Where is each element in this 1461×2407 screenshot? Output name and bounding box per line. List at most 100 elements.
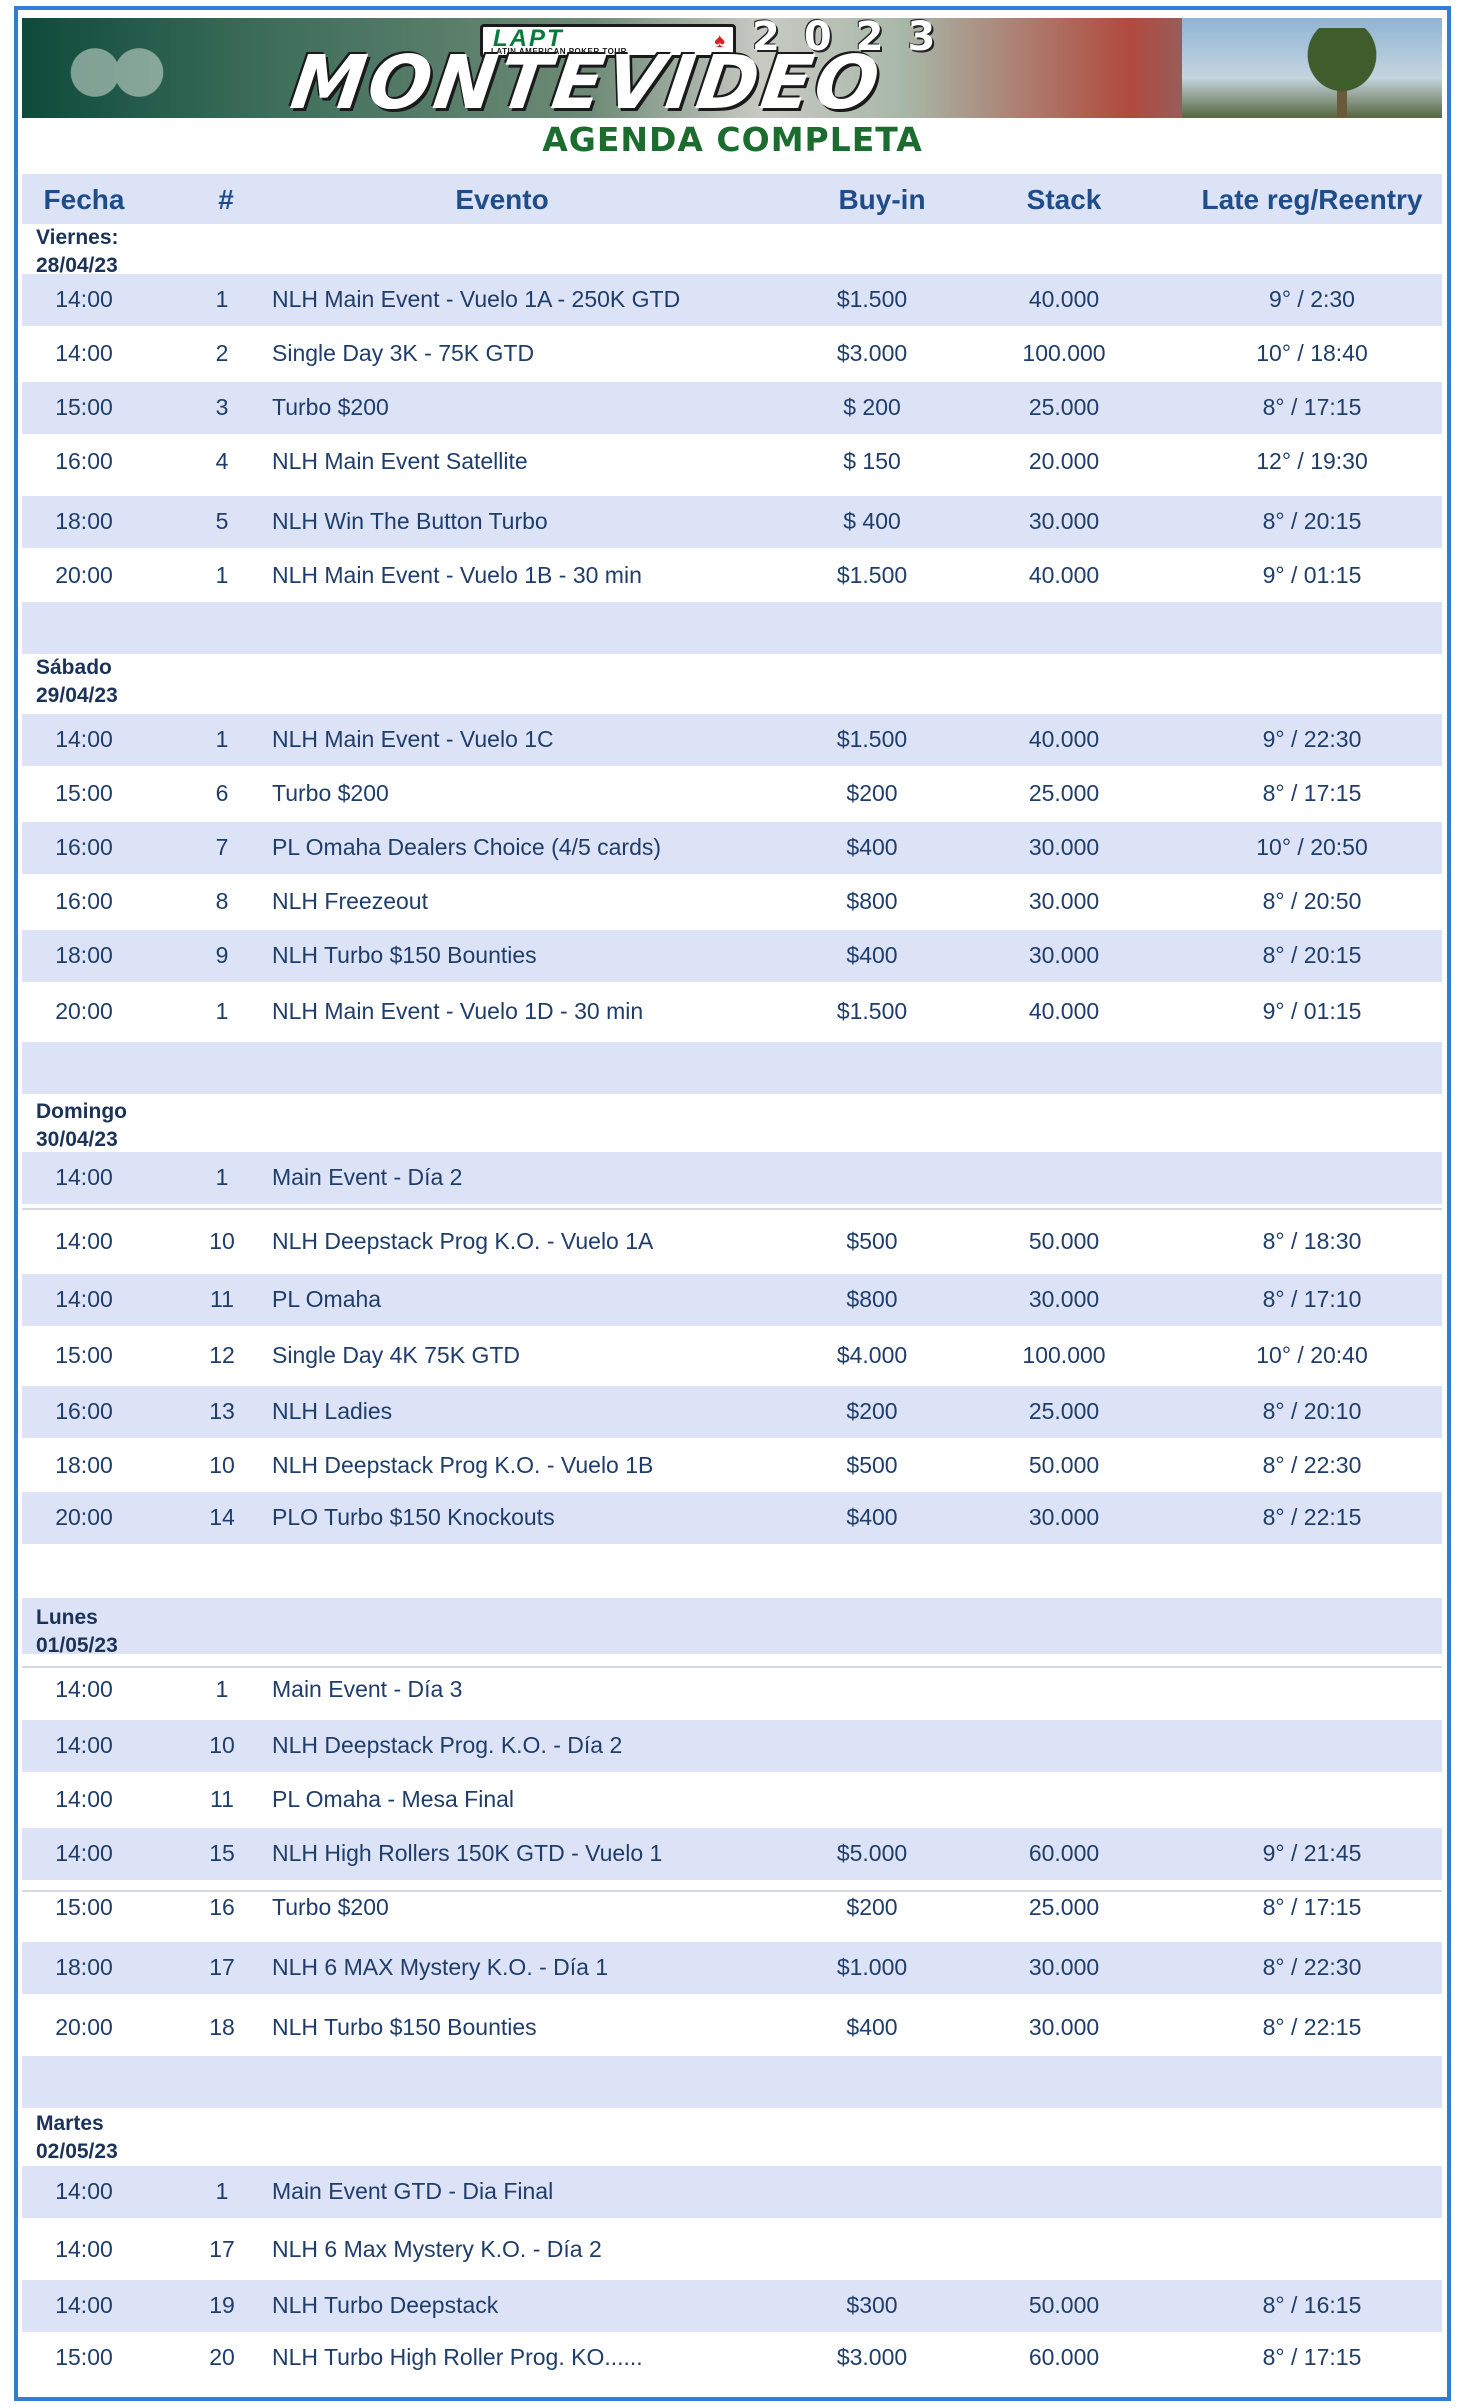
- cell-buyin: $500: [846, 1452, 898, 1478]
- cell-event: Main Event - Día 2: [272, 1164, 463, 1190]
- cell-stack: 40.000: [1028, 286, 1100, 312]
- cell-time: 14:00: [55, 726, 113, 752]
- cell-number: 10: [209, 1228, 235, 1254]
- spacer-band: [22, 1042, 1442, 1094]
- cell-number: 1: [215, 562, 229, 588]
- cell-number: 19: [209, 2292, 235, 2318]
- cell-time: 18:00: [55, 1452, 113, 1478]
- cell-buyin: $800: [846, 888, 898, 914]
- table-row: 14:00 1 NLH Main Event - Vuelo 1C $1.500 40.…: [22, 714, 1442, 766]
- table-row: 15:00 3 Turbo $200 $ 200 25.000 8° / 17:15: [22, 382, 1442, 434]
- divider: [22, 1890, 1442, 1892]
- cell-stack: 40.000: [1028, 726, 1100, 752]
- cell-buyin: $3.000: [836, 340, 908, 366]
- day-name: Lunes: [36, 1606, 98, 1629]
- cell-time: 14:00: [55, 1840, 113, 1866]
- cell-event: NLH Main Event - Vuelo 1B - 30 min: [272, 562, 642, 588]
- lapt-logo: LAPT LATIN AMERICAN POKER TOUR ♠: [480, 24, 736, 58]
- divider: [22, 1208, 1442, 1210]
- cell-number: 1: [215, 998, 229, 1024]
- schedule-page: LAPT LATIN AMERICAN POKER TOUR ♠ 2023 MO…: [14, 6, 1451, 2401]
- table-row: 16:00 4 NLH Main Event Satellite $ 150 20.00…: [22, 436, 1442, 488]
- palm-tree-icon: [1282, 28, 1402, 118]
- cell-time: 14:00: [55, 1286, 113, 1312]
- cell-event: Single Day 3K - 75K GTD: [272, 340, 535, 366]
- cell-buyin: $1.500: [836, 998, 908, 1024]
- cell-time: 14:00: [55, 2292, 113, 2318]
- cell-number: 7: [215, 834, 229, 860]
- cell-event: NLH Turbo $150 Bounties: [272, 2014, 537, 2040]
- cell-time: 14:00: [55, 1786, 113, 1812]
- cell-stack: 25.000: [1028, 1398, 1100, 1424]
- cell-late-reg: 12° / 19:30: [1256, 448, 1368, 474]
- cell-time: 15:00: [55, 780, 113, 806]
- cell-number: 1: [215, 1676, 229, 1702]
- banner-city: MONTEVIDEO: [285, 40, 888, 118]
- cell-number: 1: [215, 286, 229, 312]
- table-row: 18:00 9 NLH Turbo $150 Bounties $400 30.000 8…: [22, 930, 1442, 982]
- cell-buyin: $200: [846, 1894, 898, 1920]
- cell-buyin: $3.000: [836, 2344, 908, 2370]
- table-row: 14:00 2 Single Day 3K - 75K GTD $3.000 100.0…: [22, 328, 1442, 380]
- cell-number: 13: [209, 1398, 235, 1424]
- cell-buyin: $500: [846, 1228, 898, 1254]
- cell-event: PL Omaha: [272, 1286, 382, 1312]
- cell-buyin: $1.500: [836, 562, 908, 588]
- table-row: 15:00 6 Turbo $200 $200 25.000 8° / 17:15: [22, 768, 1442, 820]
- cell-stack: 25.000: [1028, 1894, 1100, 1920]
- day-date: 02/05/23: [36, 2140, 118, 2163]
- cell-late-reg: 8° / 22:15: [1262, 1504, 1362, 1530]
- table-row: 16:00 7 PL Omaha Dealers Choice (4/5 cards…: [22, 822, 1442, 874]
- table-row: 20:00 1 NLH Main Event - Vuelo 1B - 30 min…: [22, 550, 1442, 602]
- cell-number: 14: [209, 1504, 235, 1530]
- day-label: Viernes: 28/04/23: [36, 224, 119, 280]
- cell-stack: 50.000: [1028, 1452, 1100, 1478]
- cell-stack: 30.000: [1028, 1504, 1100, 1530]
- table-row: 20:00 18 NLH Turbo $150 Bounties $400 30.000…: [22, 2002, 1442, 2054]
- cell-late-reg: 10° / 18:40: [1256, 340, 1368, 366]
- table-row: 14:00 10 NLH Deepstack Prog. K.O. - Día 2: [22, 1720, 1442, 1772]
- cell-time: 18:00: [55, 1954, 113, 1980]
- column-header-late-reg: Late reg/Reentry: [1201, 184, 1423, 215]
- cell-time: 15:00: [55, 1342, 113, 1368]
- cell-late-reg: 9° / 01:15: [1262, 998, 1362, 1024]
- cell-time: 14:00: [55, 2236, 113, 2262]
- cell-event: NLH Main Event - Vuelo 1C: [272, 726, 554, 752]
- cell-event: NLH Deepstack Prog. K.O. - Día 2: [272, 1732, 623, 1758]
- cell-time: 16:00: [55, 1398, 113, 1424]
- cell-number: 5: [215, 508, 229, 534]
- cell-late-reg: 8° / 17:15: [1262, 2344, 1362, 2370]
- cell-number: 8: [215, 888, 229, 914]
- day-label: Sábado 29/04/23: [36, 654, 118, 710]
- table-row: 14:00 10 NLH Deepstack Prog K.O. - Vuelo 1…: [22, 1216, 1442, 1268]
- table-row: 14:00 1 Main Event - Día 2: [22, 1152, 1442, 1204]
- divider: [22, 1666, 1442, 1668]
- cell-buyin: $400: [846, 1504, 898, 1530]
- day-date: 01/05/23: [36, 1634, 118, 1657]
- cell-late-reg: 10° / 20:50: [1256, 834, 1368, 860]
- cell-event: NLH Deepstack Prog K.O. - Vuelo 1B: [272, 1452, 654, 1478]
- cell-event: PL Omaha - Mesa Final: [272, 1786, 515, 1812]
- cell-buyin: $4.000: [836, 1342, 908, 1368]
- cell-time: 20:00: [55, 562, 113, 588]
- day-name: Viernes:: [36, 226, 119, 249]
- table-row: 20:00 1 NLH Main Event - Vuelo 1D - 30 min…: [22, 986, 1442, 1038]
- cell-stack: 30.000: [1028, 508, 1100, 534]
- cell-buyin: $ 200: [843, 394, 901, 420]
- day-date: 30/04/23: [36, 1128, 118, 1151]
- cell-late-reg: 9° / 21:45: [1262, 1840, 1362, 1866]
- day-band: [22, 1598, 1442, 1654]
- cell-time: 14:00: [55, 1732, 113, 1758]
- cell-stack: 100.000: [1022, 1342, 1106, 1368]
- cell-buyin: $1.000: [836, 1954, 908, 1980]
- cell-event: NLH Ladies: [272, 1398, 393, 1424]
- cell-late-reg: 9° / 01:15: [1262, 562, 1362, 588]
- cell-time: 16:00: [55, 448, 113, 474]
- cell-late-reg: 8° / 17:15: [1262, 1894, 1362, 1920]
- spade-icon: ♠: [714, 30, 725, 52]
- cell-time: 14:00: [55, 1228, 113, 1254]
- cell-number: 10: [209, 1732, 235, 1758]
- cell-number: 1: [215, 1164, 229, 1190]
- cell-buyin: $1.500: [836, 286, 908, 312]
- cell-time: 18:00: [55, 508, 113, 534]
